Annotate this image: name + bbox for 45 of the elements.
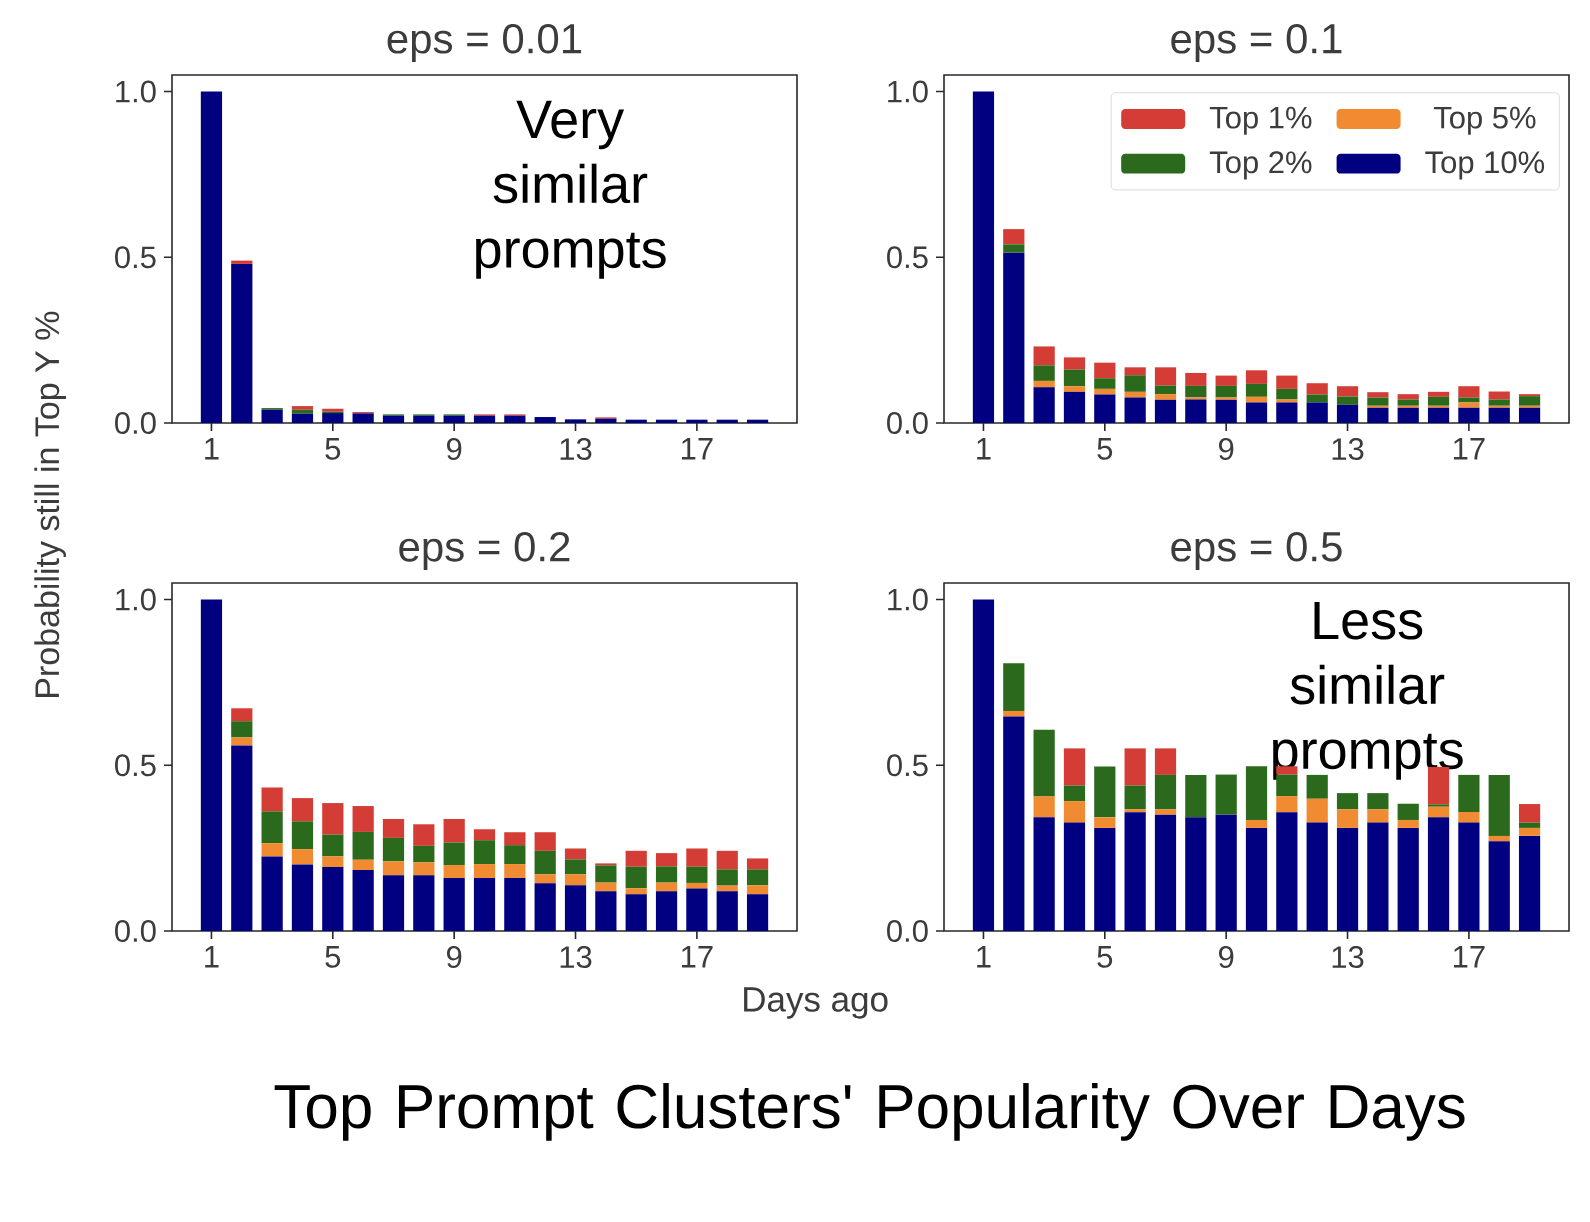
- y-tick-label: 1.0: [888, 588, 928, 611]
- y-tick-label: 1.0: [116, 588, 156, 611]
- x-axis-title: Days ago: [744, 987, 888, 1019]
- x-tick-label: 13: [1332, 438, 1364, 461]
- legend-label: Top 5%: [1433, 106, 1536, 135]
- y-tick-label: 0.0: [887, 920, 928, 942]
- y-tick-label: 0.5: [115, 754, 156, 777]
- y-tick-label: 0.0: [115, 920, 156, 942]
- annotation: Less similar prompts: [1273, 601, 1463, 780]
- y-tick-label: 0.0: [115, 412, 156, 434]
- x-tick-label: 9: [446, 438, 462, 461]
- x-tick-label: 17: [1454, 946, 1485, 968]
- x-tick-label: 5: [325, 438, 341, 460]
- x-tick-label: 1: [205, 438, 219, 460]
- y-tick-label: 0.5: [887, 246, 928, 269]
- x-tick-label: 9: [446, 946, 462, 969]
- x-tick-label: 13: [560, 946, 592, 969]
- legend-label: Top 2%: [1209, 151, 1312, 180]
- x-tick-label: 13: [560, 438, 592, 461]
- text: Top Prompt Clusters' Popularity Over Days: [274, 1083, 1465, 1141]
- y-tick-label: 0.5: [115, 246, 156, 269]
- x-tick-label: 17: [682, 946, 713, 968]
- x-tick-label: 5: [325, 946, 341, 968]
- y-tick-label: 0.0: [887, 412, 928, 434]
- x-tick-label: 1: [205, 946, 219, 968]
- x-tick-label: 17: [1454, 438, 1485, 460]
- y-tick-label: 0.5: [887, 754, 928, 777]
- chart-title: eps = 0.01: [387, 23, 582, 62]
- legend-label: Top 1%: [1209, 106, 1312, 135]
- chart-title: eps = 0.2: [399, 531, 570, 570]
- chart-title: eps = 0.1: [1171, 23, 1342, 62]
- x-tick-label: 5: [1097, 438, 1113, 460]
- x-tick-label: 1: [977, 946, 991, 968]
- x-tick-label: 1: [977, 438, 991, 460]
- y-tick-label: 1.0: [116, 80, 156, 103]
- y-axis-title: Probability still in Top Y %: [34, 311, 66, 697]
- x-tick-label: 5: [1097, 946, 1113, 968]
- chart-title: eps = 0.5: [1171, 531, 1342, 570]
- annotation: Very similar prompts: [476, 100, 666, 279]
- y-tick-label: 1.0: [888, 80, 928, 103]
- x-tick-label: 9: [1218, 438, 1234, 461]
- legend-label: Top 10%: [1425, 151, 1545, 180]
- x-tick-label: 9: [1218, 946, 1234, 969]
- x-tick-label: 13: [1332, 946, 1364, 969]
- x-tick-label: 17: [682, 438, 713, 460]
